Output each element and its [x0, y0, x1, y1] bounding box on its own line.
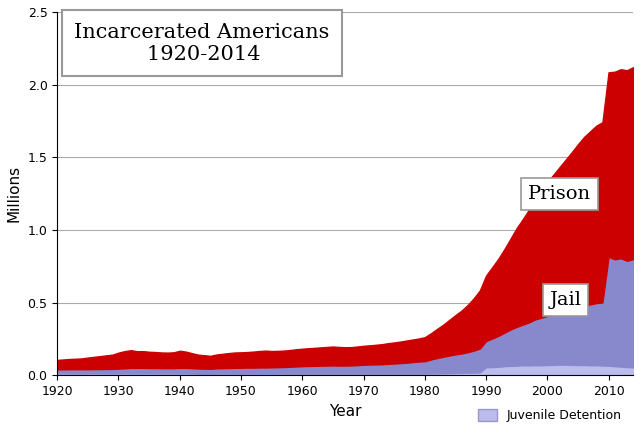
X-axis label: Year: Year [329, 404, 362, 419]
Text: Incarcerated Americans
           1920-2014: Incarcerated Americans 1920-2014 [74, 23, 330, 64]
Text: Prison: Prison [528, 185, 591, 202]
Legend: Juvenile Detention: Juvenile Detention [473, 405, 627, 427]
Y-axis label: Millions: Millions [7, 165, 22, 222]
Text: Jail: Jail [550, 291, 582, 309]
